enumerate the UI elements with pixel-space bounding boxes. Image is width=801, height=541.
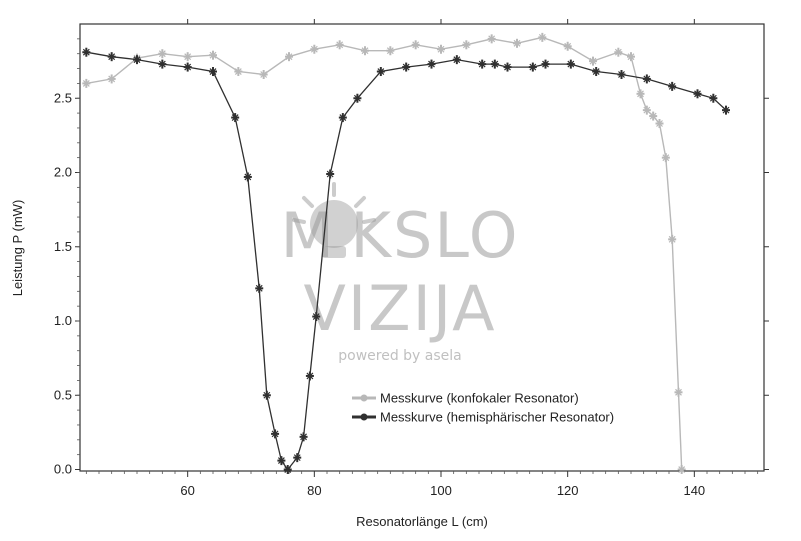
data-point [566, 59, 575, 69]
legend-marker [360, 394, 368, 402]
lightbulb-icon [292, 182, 376, 258]
data-point [277, 456, 286, 466]
data-point [592, 67, 601, 77]
data-point [293, 453, 302, 463]
data-point [617, 69, 626, 79]
data-point [655, 118, 664, 128]
data-point [490, 59, 499, 69]
legend-label: Messkurve (hemisphärischer Resonator) [380, 410, 614, 425]
data-point [411, 40, 420, 50]
legend-item: Messkurve (konfokaler Resonator) [352, 391, 579, 406]
data-point [82, 47, 91, 57]
data-point [636, 89, 645, 99]
data-point [312, 312, 321, 322]
data-point [231, 113, 240, 123]
data-point [82, 78, 91, 88]
data-point [107, 74, 116, 84]
data-point [478, 59, 487, 69]
data-point [462, 40, 471, 50]
data-point [353, 93, 362, 103]
data-point [133, 55, 141, 65]
x-tick-label: 120 [557, 483, 579, 498]
data-point [642, 105, 651, 115]
y-tick-label: 1.0 [54, 313, 72, 328]
data-point [255, 283, 264, 293]
x-tick-label: 60 [180, 483, 194, 498]
data-point [627, 52, 635, 62]
data-point [487, 34, 496, 44]
data-point [513, 38, 521, 48]
x-tick-label: 140 [683, 483, 705, 498]
data-point [642, 74, 651, 84]
data-point [310, 44, 319, 54]
data-point [614, 47, 623, 57]
data-point [338, 113, 347, 123]
x-tick-label: 80 [307, 483, 321, 498]
data-point [283, 465, 292, 475]
x-tick-label: 100 [430, 483, 452, 498]
legend: Messkurve (konfokaler Resonator) Messkurv… [352, 391, 614, 425]
data-point [361, 46, 369, 56]
data-point [107, 52, 116, 62]
series-confocal [82, 32, 686, 475]
data-point [158, 59, 167, 69]
data-point [271, 429, 280, 439]
data-point [563, 41, 572, 51]
data-point [326, 169, 335, 179]
data-point [427, 59, 436, 69]
series-layer [82, 32, 730, 475]
data-point [243, 172, 252, 182]
data-point [262, 390, 271, 400]
x-axis-title: Resonatorlänge L (cm) [356, 514, 488, 529]
data-point [209, 50, 217, 60]
watermark-line-1: M KSLO [280, 199, 519, 272]
data-point [649, 111, 658, 121]
legend-marker [360, 413, 368, 421]
series-hemispherical [82, 47, 730, 475]
y-tick-label: 2.0 [54, 165, 72, 180]
data-point [234, 67, 243, 77]
y-tick-label: 2.5 [54, 90, 72, 105]
data-point [538, 32, 547, 42]
data-point [503, 62, 512, 72]
watermark-line-2: VIZIJA [303, 272, 496, 345]
data-point [693, 89, 702, 99]
data-point [452, 55, 461, 65]
y-axis: 0.0 0.5 1.0 1.5 2.0 2.5 [54, 38, 769, 477]
data-point [299, 432, 308, 442]
data-point [402, 62, 411, 72]
data-point [285, 52, 293, 62]
data-point [305, 371, 314, 381]
data-point [661, 153, 670, 163]
data-point [437, 44, 445, 54]
data-point [668, 81, 677, 91]
data-point [674, 387, 683, 397]
plot-frame [79, 23, 765, 472]
data-point [528, 62, 537, 72]
data-point [335, 40, 344, 50]
data-point [722, 105, 730, 115]
data-point [541, 59, 550, 69]
data-point [158, 49, 167, 59]
data-point [386, 46, 395, 56]
watermark: M KSLO VIZIJA powered by asela [280, 182, 519, 364]
legend-item: Messkurve (hemisphärischer Resonator) [352, 410, 614, 425]
legend-label: Messkurve (konfokaler Resonator) [380, 391, 579, 406]
data-point [183, 52, 192, 62]
data-point [589, 56, 597, 66]
x-axis: 60 80 100 120 140 [85, 19, 759, 498]
y-axis-title: Leistung P (mW) [10, 200, 25, 297]
data-point [209, 67, 217, 77]
data-point [709, 93, 718, 103]
data-point [376, 67, 385, 77]
data-point [259, 69, 268, 79]
y-tick-label: 0.5 [54, 387, 72, 402]
data-point [183, 62, 192, 72]
watermark-line-3: powered by asela [338, 348, 462, 364]
data-point [668, 234, 677, 244]
y-tick-label: 1.5 [54, 239, 72, 254]
data-point [677, 465, 686, 475]
y-tick-label: 0.0 [54, 462, 72, 477]
